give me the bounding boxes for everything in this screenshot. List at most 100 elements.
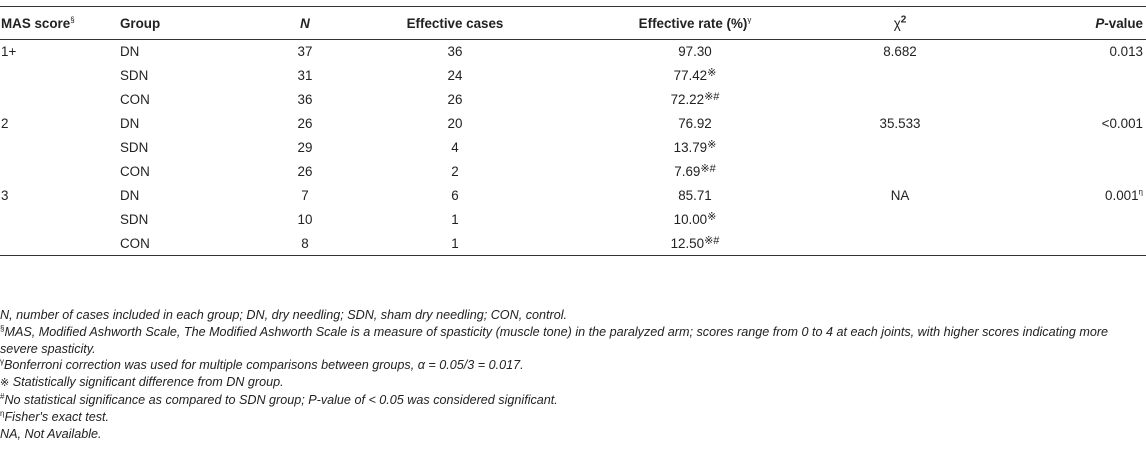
footnote-abbreviations: N, number of cases included in each grou… (0, 308, 567, 322)
cell-group: SDN (120, 211, 149, 227)
cell-effective-rate: 97.30 (678, 44, 712, 60)
footnote-marker: ※ (707, 139, 717, 151)
footnote-marker: ※# (704, 91, 720, 104)
cell-p-value (980, 88, 1146, 112)
header-mas-score: MAS score§ (1, 15, 75, 31)
table-row: CON 8 1 12.50※# (0, 231, 1146, 256)
cell-mas-score: 1+ (1, 44, 17, 60)
cell-effective-rate: 13.79※ (673, 139, 717, 156)
section-symbol: § (70, 15, 75, 25)
cell-effective-rate: 85.71 (678, 187, 712, 203)
table-row: 3 DN 7 6 85.71 NA 0.001η (0, 183, 1146, 207)
header-chi-square: χ2 (893, 14, 907, 31)
footnote-bonferroni: γBonferroni correction was used for mult… (0, 357, 524, 373)
cell-mas-score: 2 (1, 116, 9, 132)
cell-mas-score (0, 88, 120, 112)
cell-p-value: 0.013 (1109, 44, 1143, 60)
table-row: CON 26 2 7.69※# (0, 159, 1146, 183)
cell-chi-square (820, 88, 980, 112)
cell-p-value (980, 207, 1146, 231)
cell-group: CON (120, 92, 150, 108)
table-row: SDN 29 4 13.79※ (0, 136, 1146, 160)
cell-effective-cases: 26 (447, 92, 463, 108)
cell-chi-square (820, 64, 980, 88)
footnote-na: NA, Not Available. (0, 426, 102, 441)
cell-effective-rate: 72.22※# (670, 91, 720, 108)
header-n: N (300, 15, 310, 31)
footnote-no-significance: #No statistical significance as compared… (0, 391, 558, 407)
table-body: 1+ DN 37 36 97.30 8.682 0.013 SDN 31 24 77.42※ CON 3… (0, 40, 1146, 256)
cell-p-value (980, 136, 1146, 160)
gamma-symbol: γ (747, 15, 752, 25)
header-effective-rate: Effective rate (%)γ (638, 15, 752, 31)
cell-n: 36 (297, 92, 313, 108)
cell-chi-square (820, 231, 980, 255)
table-footnotes: N, number of cases included in each grou… (0, 307, 1146, 442)
cell-chi-square: 35.533 (879, 116, 921, 132)
cell-p-value (980, 159, 1146, 183)
table-row: CON 36 26 72.22※# (0, 88, 1146, 112)
footnote-marker: ※# (704, 234, 720, 247)
table-row: SDN 31 24 77.42※ (0, 64, 1146, 88)
cell-effective-rate: 7.69※# (674, 162, 716, 179)
cell-effective-rate: 77.42※ (673, 67, 717, 84)
header-effective-cases: Effective cases (406, 15, 504, 31)
cell-p-value: 0.001η (1105, 187, 1143, 203)
cell-mas-score (0, 64, 120, 88)
cell-mas-score: 3 (1, 187, 9, 203)
cell-p-value (980, 64, 1146, 88)
cell-n: 26 (297, 163, 313, 179)
footnote-marker: ※ (707, 67, 717, 80)
cell-mas-score (0, 159, 120, 183)
cell-effective-cases: 1 (451, 235, 459, 251)
cell-effective-cases: 1 (451, 211, 459, 227)
table-row: 2 DN 26 20 76.92 35.533 <0.001 (0, 112, 1146, 136)
cell-chi-square (820, 136, 980, 160)
cell-effective-cases: 36 (447, 44, 463, 60)
cell-mas-score (0, 136, 120, 160)
cell-group: SDN (120, 68, 149, 84)
cell-chi-square (820, 159, 980, 183)
footnote-marker: η (1138, 187, 1143, 197)
cell-mas-score (0, 207, 120, 231)
cell-effective-rate: 12.50※# (670, 234, 720, 251)
header-p-value: P-value (1095, 15, 1143, 31)
cell-mas-score (0, 231, 120, 255)
cell-p-value: <0.001 (1101, 116, 1143, 132)
footnote-mas: §MAS, Modified Ashworth Scale, The Modif… (0, 323, 1109, 356)
footnote-marker: ※# (700, 162, 716, 175)
cell-n: 10 (297, 211, 313, 227)
cell-group: DN (120, 116, 140, 132)
cell-n: 29 (297, 140, 313, 155)
cell-group: CON (120, 235, 150, 251)
cell-group: CON (120, 163, 150, 179)
cell-chi-square: 8.682 (883, 44, 917, 60)
cell-group: SDN (120, 140, 149, 155)
cell-effective-cases: 24 (447, 68, 463, 84)
footnote-fisher: ηFisher's exact test. (0, 408, 110, 424)
cell-n: 8 (301, 235, 309, 251)
cell-effective-cases: 6 (451, 187, 459, 203)
cell-group: DN (120, 44, 140, 60)
results-table: MAS score§ Group N Effective cases Effec… (0, 6, 1146, 256)
header-group: Group (120, 15, 161, 31)
cell-effective-cases: 20 (447, 116, 463, 132)
cell-n: 7 (301, 187, 309, 203)
cell-effective-cases: 2 (451, 163, 459, 179)
table-row: 1+ DN 37 36 97.30 8.682 0.013 (0, 40, 1146, 64)
cell-n: 31 (297, 68, 313, 84)
footnote-marker: ※ (707, 210, 717, 223)
cell-n: 37 (297, 44, 313, 60)
cell-effective-rate: 76.92 (678, 116, 712, 132)
cell-p-value (980, 231, 1146, 255)
cell-n: 26 (297, 116, 313, 132)
cell-effective-rate: 10.00※ (673, 210, 717, 227)
cell-chi-square: NA (890, 187, 910, 203)
cell-group: DN (120, 187, 140, 203)
table-row: SDN 10 1 10.00※ (0, 207, 1146, 231)
cell-effective-cases: 4 (451, 140, 459, 155)
cell-chi-square (820, 207, 980, 231)
header-row: MAS score§ Group N Effective cases Effec… (0, 6, 1146, 40)
footnote-significant: ※ Statistically significant difference f… (0, 375, 284, 390)
